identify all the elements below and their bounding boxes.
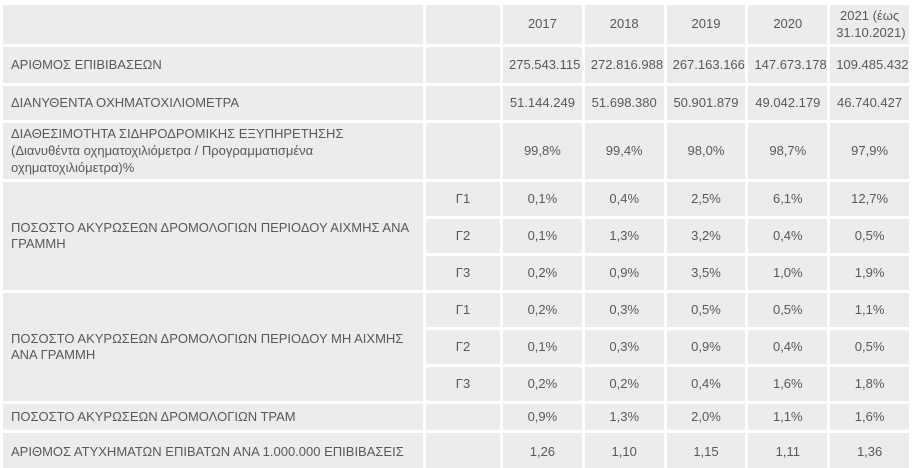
row-sub-cell [426,47,500,84]
row-passenger-accidents: ΑΡΙΘΜΟΣ ΑΤΥΧΗΜΑΤΩΝ ΕΠΙΒΑΤΩΝ ΑΝΑ 1.000.00… [3,433,909,468]
cell: 2,5% [666,182,746,217]
year-header-2017: 2017 [503,5,582,45]
row-sub-cell [426,86,500,121]
cell: 0,2% [503,367,582,402]
year-header-2020: 2020 [748,5,828,45]
corner-header-cell [3,5,423,45]
cell: 1,10 [584,433,664,468]
row-offpeak-cancellations-line1: ΠΟΣΟΣΤΟ ΑΚΥΡΩΣΕΩΝ ΔΡΟΜΟΛΟΓΙΩΝ ΠΕΡΙΟΔΟΥ Μ… [3,293,909,402]
row-tram-cancellations: ΠΟΣΟΣΤΟ ΑΚΥΡΩΣΕΩΝ ΔΡΟΜΟΛΟΓΙΩΝ ΤΡΑΜ 0,9% … [3,404,909,431]
year-header-2018: 2018 [584,5,664,45]
year-header-2021: 2021 (έως 31.10.2021) [830,5,909,45]
cell: 0,4% [748,330,828,365]
group-label-offpeak-cancellations: ΠΟΣΟΣΤΟ ΑΚΥΡΩΣΕΩΝ ΔΡΟΜΟΛΟΓΙΩΝ ΠΕΡΙΟΔΟΥ Μ… [3,293,423,402]
cell: 1,36 [830,433,909,468]
group-label-peak-cancellations: ΠΟΣΟΣΤΟ ΑΚΥΡΩΣΕΩΝ ΔΡΟΜΟΛΟΓΙΩΝ ΠΕΡΙΟΔΟΥ Α… [3,182,423,291]
cell: 1,11 [748,433,828,468]
cell: 0,2% [584,367,664,402]
line-cell: Γ3 [426,367,500,402]
row-offpeak-cancellations-line2: Γ2 0,1% 0,3% 0,9% 0,4% 0,5% [3,330,909,365]
cell: 0,3% [584,293,664,328]
cell: 3,5% [666,256,746,291]
line-cell: Γ1 [426,182,500,217]
cell: 109.485.432 [830,47,909,84]
cell: 51.144.249 [503,86,582,121]
cell: 1,6% [748,367,828,402]
header-row: 2017 2018 2019 2020 2021 (έως 31.10.2021… [3,5,909,45]
cell: 0,2% [503,293,582,328]
cell: 275.543.115 [503,47,582,84]
cell: 97,9% [830,123,909,180]
cell: 1,0% [748,256,828,291]
cell: 12,7% [830,182,909,217]
year-header-2019: 2019 [666,5,746,45]
sub-header-cell [426,5,500,45]
line-cell: Γ2 [426,330,500,365]
cell: 6,1% [748,182,828,217]
cell: 147.673.178 [748,47,828,84]
cell: 99,8% [503,123,582,180]
cell: 0,1% [503,219,582,254]
row-sub-cell [426,123,500,180]
cell: 1,3% [584,219,664,254]
cell: 0,5% [748,293,828,328]
cell: 3,2% [666,219,746,254]
row-rail-service-availability: ΔΙΑΘΕΣΙΜΟΤΗΤΑ ΣΙΔΗΡΟΔΡΟΜΙΚΗΣ ΕΞΥΠΗΡΕΤΗΣΗ… [3,123,909,180]
row-peak-cancellations-line1: ΠΟΣΟΣΤΟ ΑΚΥΡΩΣΕΩΝ ΔΡΟΜΟΛΟΓΙΩΝ ΠΕΡΙΟΔΟΥ Α… [3,182,909,291]
cell: 0,9% [666,330,746,365]
cell: 0,2% [503,256,582,291]
cell: 46.740.427 [830,86,909,121]
cell: 1,26 [503,433,582,468]
cell: 2,0% [666,404,746,431]
cell: 0,9% [584,256,664,291]
cell: 272.816.988 [584,47,664,84]
cell: 51.698.380 [584,86,664,121]
cell: 0,9% [503,404,582,431]
cell: 1,1% [748,404,828,431]
line-cell: Γ2 [426,219,500,254]
cell: 50.901.879 [666,86,746,121]
row-offpeak-cancellations-line3: Γ3 0,2% 0,2% 0,4% 1,6% 1,8% [3,367,909,402]
cell: 0,1% [503,330,582,365]
cell: 0,5% [830,330,909,365]
cell: 1,6% [830,404,909,431]
row-label: ΔΙΑΝΥΘΕΝΤΑ ΟΧΗΜΑΤΟΧΙΛΙΟΜΕΤΡΑ [3,86,423,121]
row-label: ΑΡΙΘΜΟΣ ΕΠΙΒΙΒΑΣΕΩΝ [3,47,423,84]
cell: 49.042.179 [748,86,828,121]
row-sub-cell [426,433,500,468]
cell: 0,5% [666,293,746,328]
row-sub-cell [426,404,500,431]
cell: 1,15 [666,433,746,468]
cell: 99,4% [584,123,664,180]
cell: 0,4% [666,367,746,402]
cell: 0,1% [503,182,582,217]
cell: 1,9% [830,256,909,291]
cell: 1,3% [584,404,664,431]
row-label: ΠΟΣΟΣΤΟ ΑΚΥΡΩΣΕΩΝ ΔΡΟΜΟΛΟΓΙΩΝ ΤΡΑΜ [3,404,423,431]
row-boardings: ΑΡΙΘΜΟΣ ΕΠΙΒΙΒΑΣΕΩΝ 275.543.115 272.816.… [3,47,909,84]
cell: 0,4% [748,219,828,254]
cell: 98,7% [748,123,828,180]
cell: 1,1% [830,293,909,328]
cell: 0,5% [830,219,909,254]
row-peak-cancellations-line3: Γ3 0,2% 0,9% 3,5% 1,0% 1,9% [3,256,909,291]
cell: 0,4% [584,182,664,217]
row-peak-cancellations-line2: Γ2 0,1% 1,3% 3,2% 0,4% 0,5% [3,219,909,254]
cell: 1,8% [830,367,909,402]
cell: 98,0% [666,123,746,180]
cell: 267.163.166 [666,47,746,84]
row-vehicle-kilometers: ΔΙΑΝΥΘΕΝΤΑ ΟΧΗΜΑΤΟΧΙΛΙΟΜΕΤΡΑ 51.144.249 … [3,86,909,121]
cell: 0,3% [584,330,664,365]
row-label: ΔΙΑΘΕΣΙΜΟΤΗΤΑ ΣΙΔΗΡΟΔΡΟΜΙΚΗΣ ΕΞΥΠΗΡΕΤΗΣΗ… [3,123,423,180]
row-label: ΑΡΙΘΜΟΣ ΑΤΥΧΗΜΑΤΩΝ ΕΠΙΒΑΤΩΝ ΑΝΑ 1.000.00… [3,433,423,468]
line-cell: Γ1 [426,293,500,328]
line-cell: Γ3 [426,256,500,291]
